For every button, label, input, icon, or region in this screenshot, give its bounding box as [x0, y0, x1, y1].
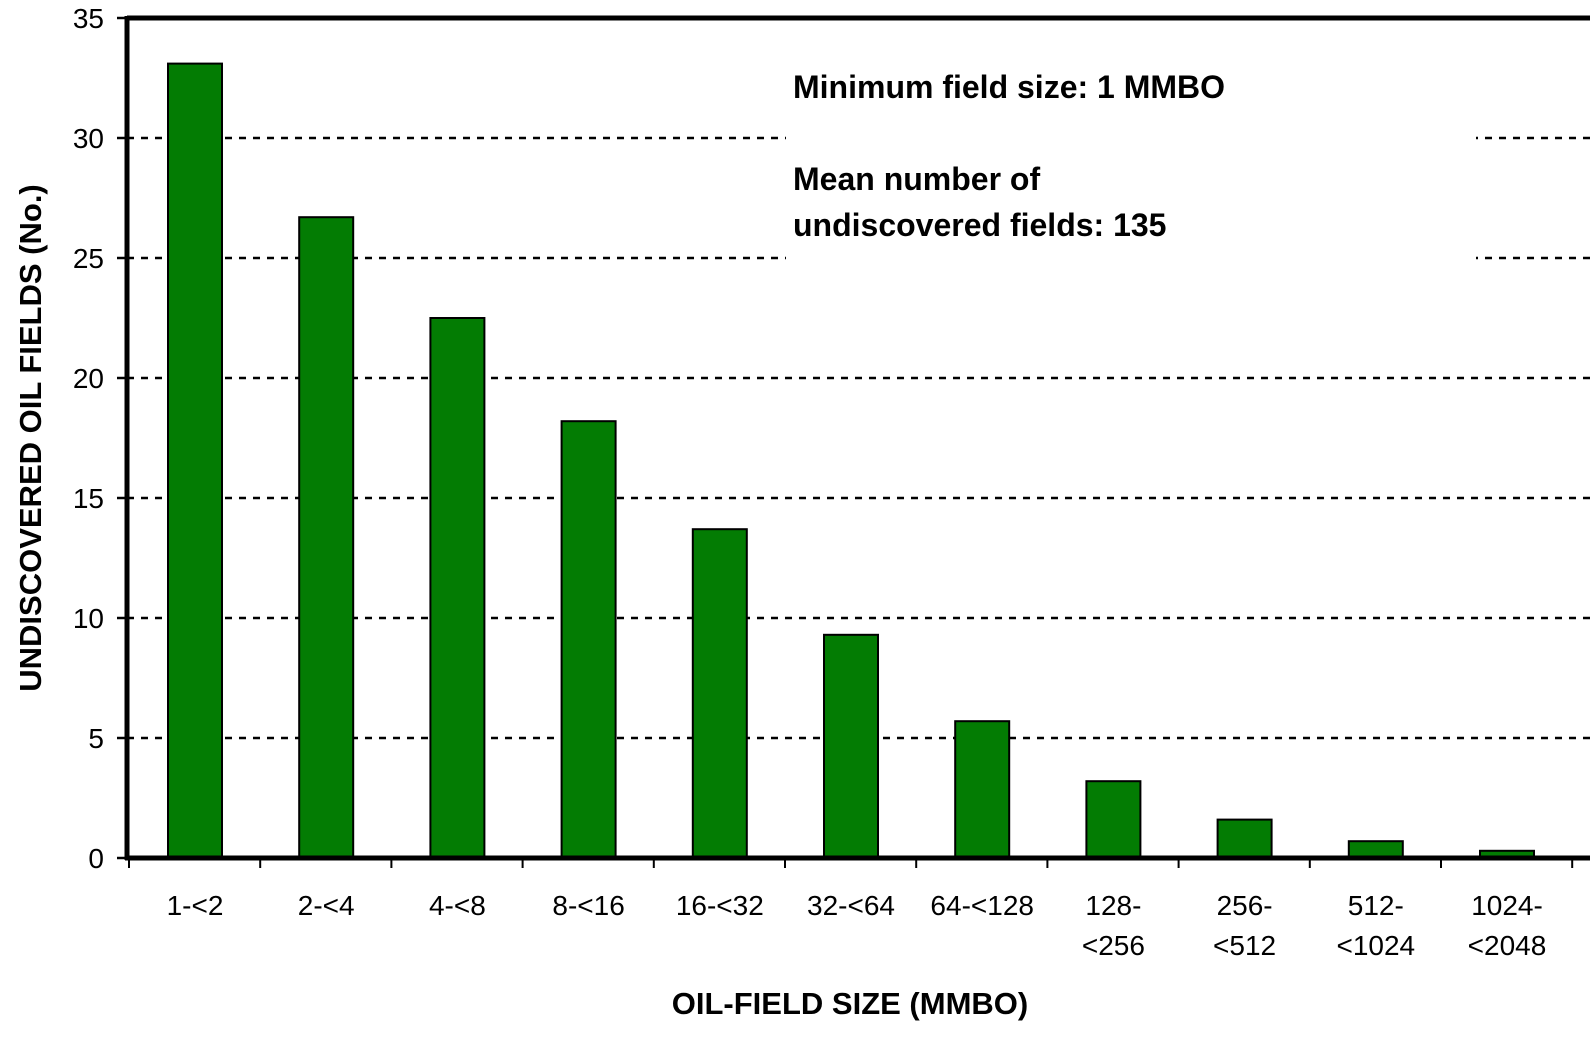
x-tick-label-1: 2-<4 [298, 890, 355, 921]
x-tick-label-7: 128- <256 [1082, 890, 1145, 961]
bar-7 [1085, 780, 1142, 860]
x-tick-label-8-line-1: <512 [1213, 930, 1276, 961]
y-tick-label-10: 10 [73, 603, 104, 634]
x-tick-label-9-line-1: <1024 [1336, 930, 1415, 961]
y-tick-label-5: 5 [88, 723, 104, 754]
annotation-mean-number-line2: undiscovered fields: 135 [793, 207, 1166, 243]
bar-0 [167, 62, 223, 860]
y-tick-label-20: 20 [73, 363, 104, 394]
y-tick-label-30: 30 [73, 123, 104, 154]
x-tick-label-4-line-0: 16-<32 [676, 890, 764, 921]
y-tick-label-15: 15 [73, 483, 104, 514]
annotation-mean-number-line1: Mean number of [793, 161, 1040, 197]
x-tick-label-7-line-0: 128- [1085, 890, 1141, 921]
x-tick-label-10-line-0: 1024- [1471, 890, 1543, 921]
annotation-background [786, 58, 1476, 270]
bar-3 [560, 420, 617, 859]
x-tick-label-3: 8-<16 [552, 890, 624, 921]
x-tick-label-5-line-0: 32-<64 [807, 890, 895, 921]
bar-9 [1347, 840, 1404, 860]
bar-8 [1216, 818, 1273, 859]
bar-1 [298, 216, 355, 859]
bar-2 [429, 317, 486, 859]
x-tick-label-6: 64-<128 [930, 890, 1034, 921]
axes [117, 15, 1590, 868]
y-axis-title: UNDISCOVERED OIL FIELDS (No.) [13, 184, 48, 692]
x-tick-label-9: 512- <1024 [1336, 890, 1415, 961]
x-tick-label-4: 16-<32 [676, 890, 764, 921]
x-tick-label-2-line-0: 4-<8 [429, 890, 486, 921]
x-tick-label-3-line-0: 8-<16 [552, 890, 624, 921]
y-tick-label-35: 35 [73, 3, 104, 34]
x-tick-label-8: 256- <512 [1213, 890, 1276, 961]
x-axis-title: OIL-FIELD SIZE (MMBO) [672, 986, 1028, 1021]
x-tick-label-1-line-0: 2-<4 [298, 890, 355, 921]
x-tick-label-10-line-1: <2048 [1468, 930, 1547, 961]
y-tick-label-0: 0 [88, 843, 104, 874]
x-tick-label-2: 4-<8 [429, 890, 486, 921]
x-tick-label-5: 32-<64 [807, 890, 895, 921]
x-tick-label-0-line-0: 1-<2 [167, 890, 224, 921]
bar-5 [823, 633, 879, 859]
x-tick-label-6-line-0: 64-<128 [930, 890, 1034, 921]
bars [167, 62, 1535, 860]
y-tick-label-25: 25 [73, 243, 104, 274]
bar-6 [954, 720, 1011, 860]
x-tick-label-7-line-1: <256 [1082, 930, 1145, 961]
x-tick-label-0: 1-<2 [167, 890, 224, 921]
x-tick-labels: 1-<2 2-<4 4-<8 8-<16 16-<32 32-<64 64-<128 128-… [167, 890, 1547, 961]
x-tick-label-8-line-0: 256- [1217, 890, 1273, 921]
bar-4 [691, 528, 748, 859]
annotation-min-field-size: Minimum field size: 1 MMBO [793, 69, 1225, 105]
x-tick-label-10: 1024- <2048 [1468, 890, 1547, 961]
y-tick-labels: 0 5 10 15 20 25 30 35 [73, 3, 104, 874]
x-tick-label-9-line-0: 512- [1348, 890, 1404, 921]
